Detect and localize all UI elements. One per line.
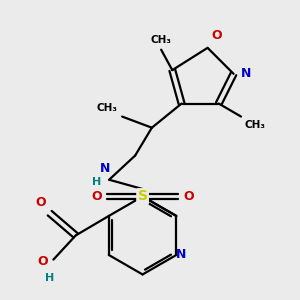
Text: H: H bbox=[45, 273, 54, 283]
Text: CH₃: CH₃ bbox=[245, 120, 266, 130]
Text: N: N bbox=[100, 162, 111, 175]
Text: O: O bbox=[37, 255, 48, 268]
Text: N: N bbox=[176, 248, 187, 262]
Text: CH₃: CH₃ bbox=[151, 35, 172, 45]
Text: N: N bbox=[241, 67, 251, 80]
Text: O: O bbox=[183, 190, 194, 203]
Text: O: O bbox=[211, 29, 222, 42]
Text: S: S bbox=[138, 189, 148, 203]
Text: O: O bbox=[91, 190, 102, 203]
Text: H: H bbox=[92, 177, 101, 187]
Text: O: O bbox=[35, 196, 46, 209]
Text: CH₃: CH₃ bbox=[97, 103, 118, 113]
